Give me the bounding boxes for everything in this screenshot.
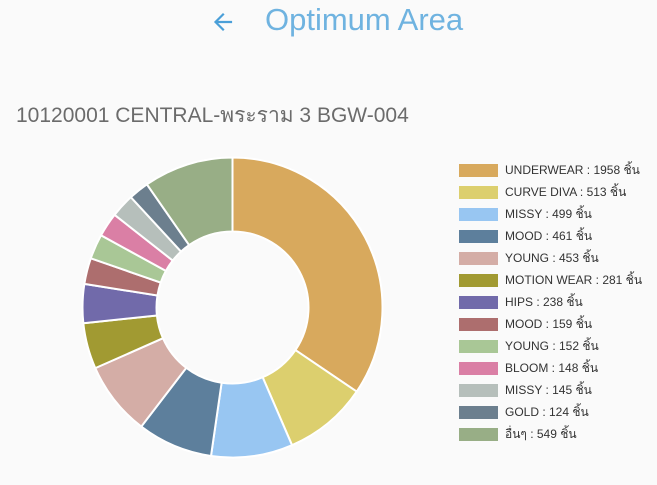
legend-swatch: [459, 207, 498, 221]
legend-label: MOOD : 461 ชิ้น: [505, 228, 593, 243]
legend-label: BLOOM : 148 ชิ้น: [505, 360, 599, 375]
legend-label: YOUNG : 453 ชิ้น: [505, 250, 599, 265]
donut-slice-0[interactable]: [231, 156, 384, 393]
legend-label: MISSY : 499 ชิ้น: [505, 206, 592, 221]
legend-swatch: [459, 295, 498, 309]
header: Optimum Area: [0, 0, 657, 48]
legend-item-9[interactable]: BLOOM : 148 ชิ้น: [459, 357, 642, 379]
legend-item-4[interactable]: YOUNG : 453 ชิ้น: [459, 247, 642, 269]
legend-label: อื่นๆ : 549 ชิ้น: [505, 426, 577, 441]
legend-label: HIPS : 238 ชิ้น: [505, 294, 583, 309]
legend-item-12[interactable]: อื่นๆ : 549 ชิ้น: [459, 423, 642, 445]
back-button[interactable]: [208, 8, 240, 36]
store-title: 10120001 CENTRAL-พระราม 3 BGW-004: [16, 104, 409, 127]
legend-swatch: [459, 163, 498, 177]
legend-item-10[interactable]: MISSY : 145 ชิ้น: [459, 379, 642, 401]
legend-swatch: [459, 251, 498, 265]
legend-label: MOOD : 159 ชิ้น: [505, 316, 593, 331]
legend-swatch: [459, 383, 498, 397]
legend-item-11[interactable]: GOLD : 124 ชิ้น: [459, 401, 642, 423]
legend-label: UNDERWEAR : 1958 ชิ้น: [505, 162, 640, 177]
legend-item-3[interactable]: MOOD : 461 ชิ้น: [459, 225, 642, 247]
legend-label: MOTION WEAR : 281 ชิ้น: [505, 272, 643, 287]
donut-slice-12[interactable]: [145, 156, 234, 247]
legend-item-5[interactable]: MOTION WEAR : 281 ชิ้น: [459, 269, 642, 291]
legend-swatch: [459, 361, 498, 375]
donut-chart: [81, 156, 384, 459]
legend-label: MISSY : 145 ชิ้น: [505, 382, 592, 397]
legend-label: CURVE DIVA : 513 ชิ้น: [505, 184, 627, 199]
legend-item-7[interactable]: MOOD : 159 ชิ้น: [459, 313, 642, 335]
arrow-left-icon: [213, 12, 233, 32]
legend-item-1[interactable]: CURVE DIVA : 513 ชิ้น: [459, 181, 642, 203]
legend-item-8[interactable]: YOUNG : 152 ชิ้น: [459, 335, 642, 357]
legend-item-0[interactable]: UNDERWEAR : 1958 ชิ้น: [459, 159, 642, 181]
legend-swatch: [459, 185, 498, 199]
legend-item-6[interactable]: HIPS : 238 ชิ้น: [459, 291, 642, 313]
page-title: Optimum Area: [265, 2, 464, 37]
legend-swatch: [459, 229, 498, 243]
legend-label: GOLD : 124 ชิ้น: [505, 404, 589, 419]
legend-swatch: [459, 339, 498, 353]
chart-legend: UNDERWEAR : 1958 ชิ้น CURVE DIVA : 513 ชิ…: [459, 159, 642, 445]
legend-swatch: [459, 273, 498, 287]
legend-item-2[interactable]: MISSY : 499 ชิ้น: [459, 203, 642, 225]
legend-swatch: [459, 405, 498, 419]
legend-label: YOUNG : 152 ชิ้น: [505, 338, 599, 353]
legend-swatch: [459, 317, 498, 331]
legend-swatch: [459, 427, 498, 441]
